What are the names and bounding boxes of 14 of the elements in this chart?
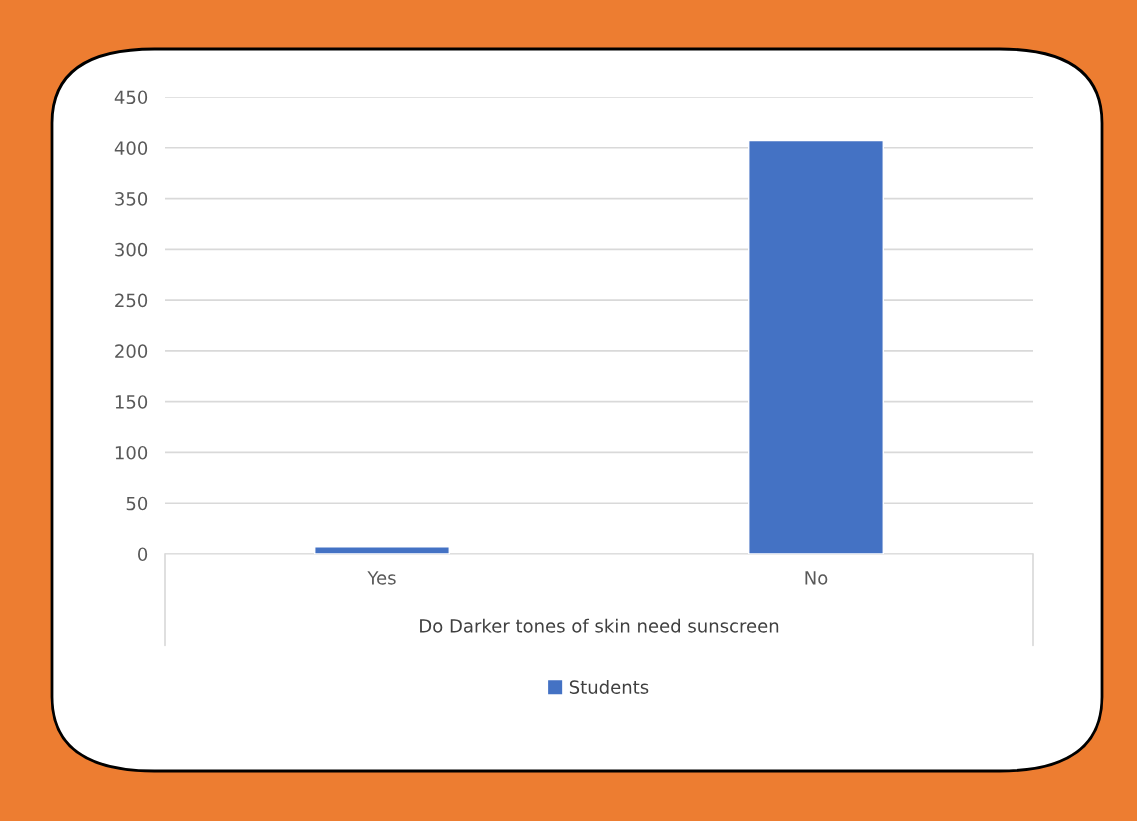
y-tick-label: 100 [115, 445, 148, 460]
y-tick-label: 250 [115, 293, 148, 308]
x-tick-label: No [805, 571, 828, 585]
x-axis-title: Do Darker tones of skin need sunscreen [420, 618, 779, 633]
y-tick-label: 50 [126, 496, 148, 511]
y-tick-label: 0 [138, 547, 148, 562]
y-tick-label: 150 [115, 395, 148, 409]
legend-label: Students [569, 679, 649, 694]
y-tick-label: 200 [115, 344, 148, 359]
x-tick-label: Yes [367, 571, 396, 585]
y-tick-label: 350 [115, 192, 148, 206]
y-tick-label: 300 [115, 242, 148, 257]
y-tick-label: 450 [114, 90, 148, 105]
y-tick-label: 400 [114, 141, 148, 155]
